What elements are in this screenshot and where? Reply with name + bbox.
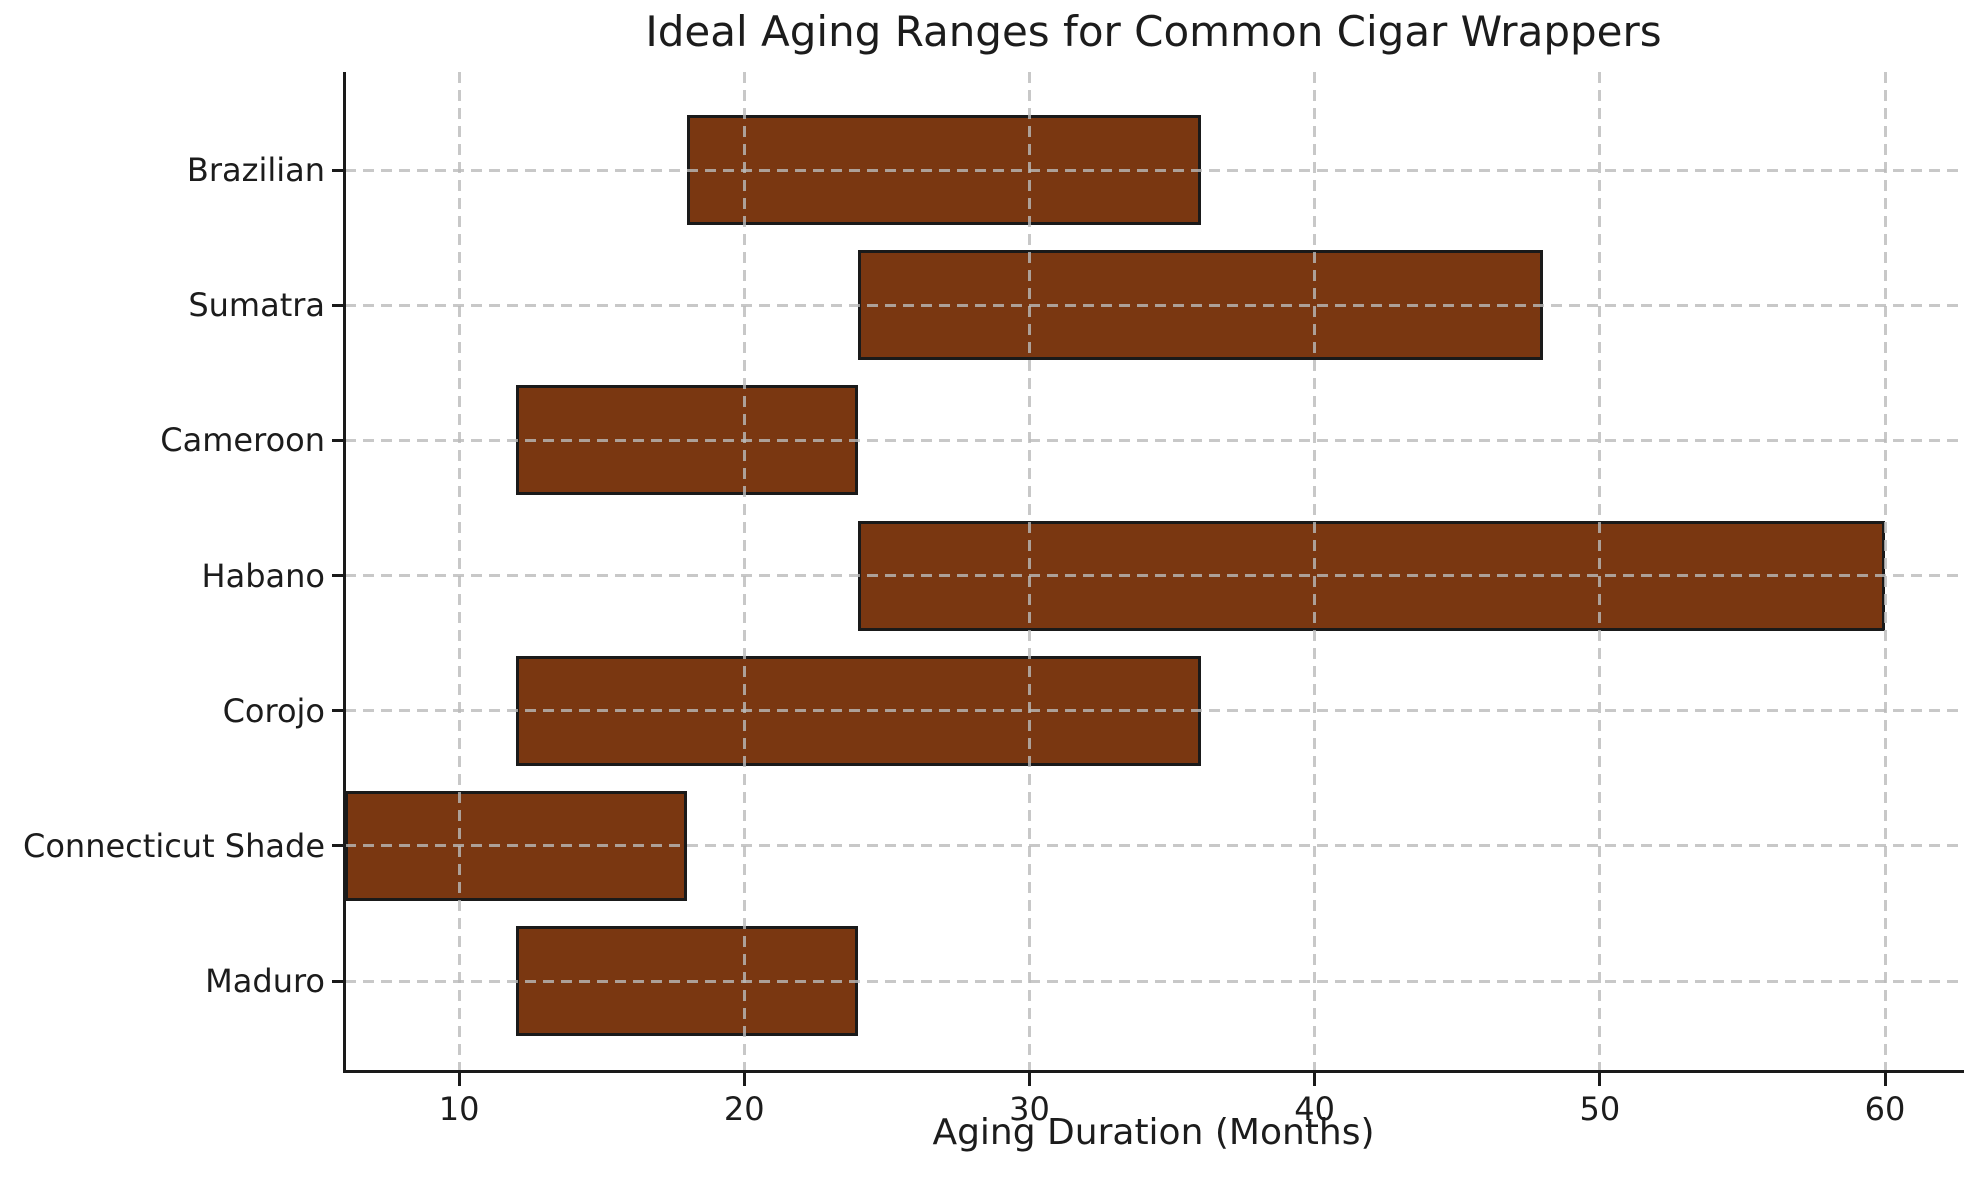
y-tick-brazilian [332,168,344,172]
x-tick-10 [457,1073,461,1086]
x-tick-60 [1883,1073,1887,1086]
y-tick-sumatra [332,303,344,307]
vertical-gridline-60 [1883,72,1887,1071]
horizontal-gridline-cameroon [345,438,1962,442]
chart-title: Ideal Aging Ranges for Common Cigar Wrap… [645,7,1662,56]
x-axis-label: Aging Duration (Months) [932,1112,1375,1153]
y-axis-label-habano: Habano [201,556,325,595]
x-tick-label-10: 10 [438,1090,480,1128]
horizontal-gridline-brazilian [345,168,1962,172]
horizontal-gridline-connecticut-shade [345,844,1962,848]
y-tick-maduro [332,979,344,983]
bottom-spine [343,1070,1964,1073]
vertical-gridline-40 [1313,72,1317,1071]
x-tick-20 [742,1073,746,1086]
x-tick-label-60: 60 [1864,1090,1906,1128]
x-tick-30 [1027,1073,1031,1086]
vertical-gridline-50 [1598,72,1602,1071]
x-tick-50 [1598,1073,1602,1086]
left-spine [343,72,346,1073]
x-tick-label-20: 20 [723,1090,765,1128]
y-axis-label-cameroon: Cameroon [160,421,325,460]
y-tick-connecticut-shade [332,844,344,848]
horizontal-gridline-sumatra [345,303,1962,307]
y-axis-label-connecticut-shade: Connecticut Shade [23,826,325,865]
x-tick-label-50: 50 [1579,1090,1621,1128]
y-tick-cameroon [332,438,344,442]
vertical-gridline-20 [742,72,746,1071]
vertical-gridline-30 [1027,72,1031,1071]
y-axis-label-sumatra: Sumatra [188,286,325,325]
x-tick-label-30: 30 [1009,1090,1050,1128]
x-tick-40 [1313,1073,1317,1086]
x-tick-label-40: 40 [1294,1090,1335,1128]
y-tick-corojo [332,709,344,713]
vertical-gridline-10 [457,72,461,1071]
y-axis-label-brazilian: Brazilian [186,151,325,189]
y-axis-label-maduro: Maduro [205,962,325,1001]
y-tick-habano [332,574,344,577]
horizontal-gridline-maduro [345,979,1962,983]
y-axis-label-corojo: Corojo [222,691,325,730]
horizontal-gridline-habano [345,574,1962,577]
horizontal-gridline-corojo [345,709,1962,713]
